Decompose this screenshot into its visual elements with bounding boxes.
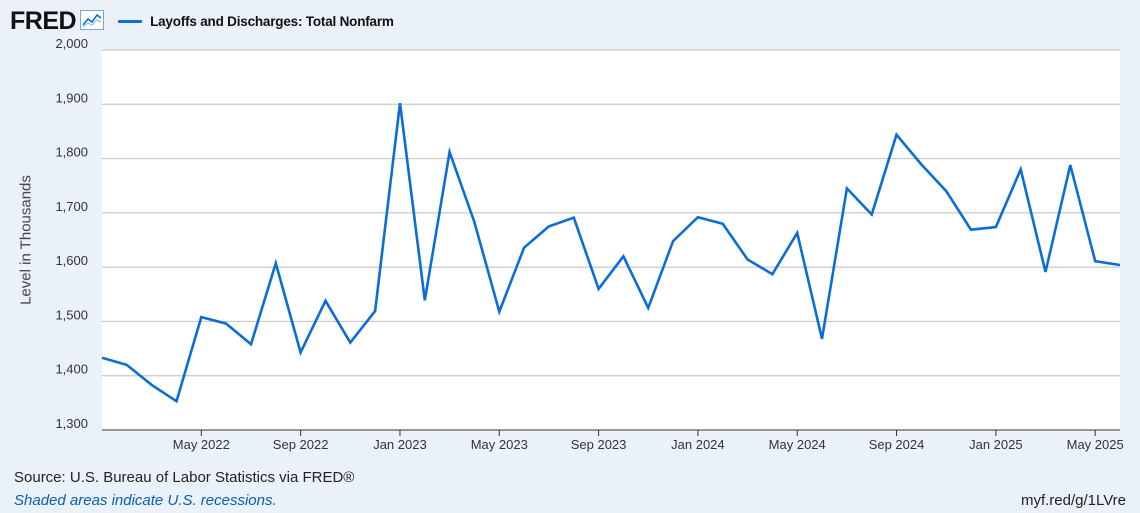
data-point[interactable]: 2024-08: 1697 xyxy=(868,210,876,218)
data-point[interactable]: 2024-03: 1614 xyxy=(744,256,752,264)
data-point[interactable]: 2024-12: 1669 xyxy=(967,226,975,234)
y-tick-label: 2,000 xyxy=(55,36,88,51)
data-point[interactable]: 2024-10: 1789 xyxy=(917,161,925,169)
data-point[interactable]: 2024-06: 1468 xyxy=(818,335,826,343)
data-point[interactable]: 2024-07: 1745 xyxy=(843,184,851,192)
data-point[interactable]: 2025-01: 1674 xyxy=(992,223,1000,231)
x-tick-label: May 2025 xyxy=(1067,437,1124,452)
data-point[interactable]: 2024-04: 1587 xyxy=(768,270,776,278)
x-tick-label: Sep 2022 xyxy=(273,437,329,452)
plot-area xyxy=(102,50,1120,430)
y-tick-label: 1,500 xyxy=(55,307,88,322)
data-point[interactable]: 2024-09: 1844 xyxy=(893,131,901,139)
y-tick-label: 1,400 xyxy=(55,362,88,377)
legend-line-swatch xyxy=(118,19,143,23)
data-point[interactable]: 2022-02: 1420 xyxy=(123,361,131,369)
data-point[interactable]: 2023-12: 1648 xyxy=(669,237,677,245)
x-tick-label: May 2022 xyxy=(173,437,230,452)
data-point[interactable]: 2022-01: 1433 xyxy=(98,354,106,362)
data-point[interactable]: 2022-03: 1383 xyxy=(148,381,156,389)
y-tick-label: 1,800 xyxy=(55,145,88,160)
data-point[interactable]: 2022-10: 1538 xyxy=(321,297,329,305)
data-point[interactable]: 2025-06: 1604 xyxy=(1116,261,1124,269)
data-point[interactable]: 2022-09: 1443 xyxy=(297,348,305,356)
x-tick-label: Sep 2023 xyxy=(571,437,627,452)
data-point[interactable]: 2022-11: 1461 xyxy=(346,339,354,347)
legend: Layoffs and Discharges: Total Nonfarm xyxy=(118,14,394,29)
data-point[interactable]: 2023-09: 1560 xyxy=(595,285,603,293)
y-tick-labels: 1,300 1,400 1,500 1,600 1,700 1,800 1,900 2,000 xyxy=(55,36,88,431)
data-point[interactable]: 2025-03: 1591 xyxy=(1042,268,1050,276)
y-tick-label: 1,700 xyxy=(55,199,88,214)
data-point[interactable]: 2022-04: 1353 xyxy=(172,397,180,405)
y-tick-label: 1,300 xyxy=(55,416,88,431)
x-tick-label: May 2024 xyxy=(769,437,826,452)
data-point[interactable]: 2023-08: 1691 xyxy=(570,214,578,222)
data-point[interactable]: 2022-06: 1496 xyxy=(222,320,230,328)
data-point[interactable]: 2025-02: 1780 xyxy=(1017,165,1025,173)
x-tick-label: May 2023 xyxy=(471,437,528,452)
y-tick-label: 1,900 xyxy=(55,90,88,105)
data-point[interactable]: 2024-01: 1692 xyxy=(694,213,702,221)
data-point[interactable]: 2023-01: 1902 xyxy=(396,99,404,107)
data-point[interactable]: 2023-11: 1525 xyxy=(644,304,652,312)
recession-note: Shaded areas indicate U.S. recessions. xyxy=(14,492,277,509)
data-point[interactable]: 2023-06: 1636 xyxy=(520,244,528,252)
data-point[interactable]: 2025-05: 1611 xyxy=(1091,257,1099,265)
x-tick-label: Jan 2025 xyxy=(969,437,1023,452)
y-tick-label: 1,600 xyxy=(55,253,88,268)
data-point[interactable]: 2023-04: 1683 xyxy=(470,218,478,226)
data-point[interactable]: 2024-02: 1680 xyxy=(719,220,727,228)
graph-icon xyxy=(80,10,105,30)
data-point[interactable]: 2024-05: 1663 xyxy=(793,229,801,237)
data-point[interactable]: 2023-05: 1518 xyxy=(495,308,503,316)
chart-header: FRED Layoffs and Discharges: Total Nonfa… xyxy=(10,6,394,36)
data-point[interactable]: 2022-05: 1508 xyxy=(197,313,205,321)
data-point[interactable]: 2022-08: 1607 xyxy=(272,259,280,267)
data-point[interactable]: 2024-11: 1740 xyxy=(942,187,950,195)
data-point[interactable]: 2023-07: 1675 xyxy=(545,222,553,230)
x-tick-label: Sep 2024 xyxy=(869,437,925,452)
data-point[interactable]: 2025-04: 1788 xyxy=(1066,161,1074,169)
data-point[interactable]: 2023-10: 1620 xyxy=(619,252,627,260)
x-tick-label: Jan 2023 xyxy=(373,437,427,452)
x-tick-label: Jan 2024 xyxy=(671,437,725,452)
data-point[interactable]: 2022-07: 1458 xyxy=(247,340,255,348)
series-line[interactable] xyxy=(101,103,1121,404)
data-point[interactable]: 2023-03: 1812 xyxy=(446,148,454,156)
source-text: Source: U.S. Bureau of Labor Statistics … xyxy=(14,469,355,486)
short-link[interactable]: myf.red/g/1LVre xyxy=(1020,492,1126,509)
x-ticks: May 2022 Sep 2022 Jan 2023 May 2023 Sep 2023… xyxy=(173,430,1124,452)
data-point[interactable]: 2022-12: 1519 xyxy=(371,307,379,315)
data-point[interactable]: 2023-02: 1539 xyxy=(421,296,429,304)
fred-logo[interactable]: FRED xyxy=(10,6,77,35)
grid-lines xyxy=(102,49,1120,431)
legend-label[interactable]: Layoffs and Discharges: Total Nonfarm xyxy=(150,13,394,29)
